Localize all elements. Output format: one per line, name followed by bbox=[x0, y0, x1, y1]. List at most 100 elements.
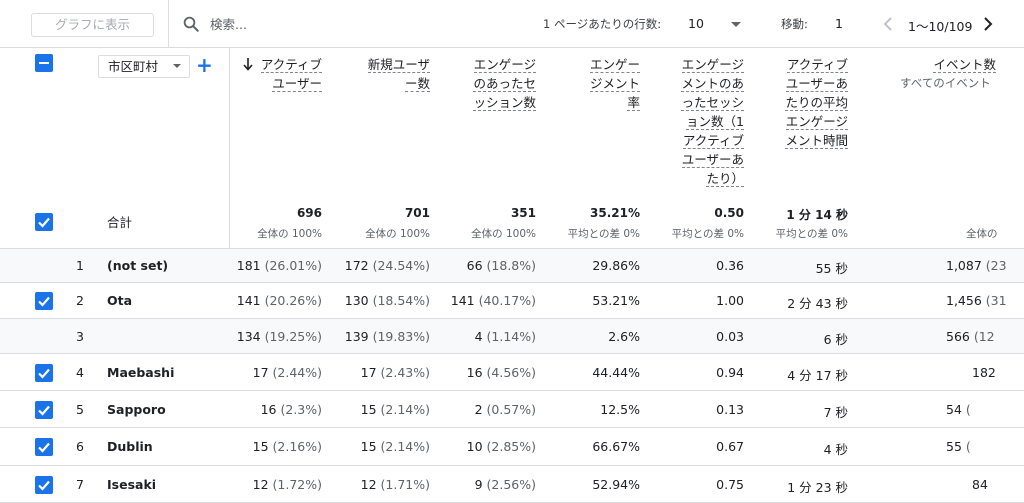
column-header-active-users[interactable]: アクティブ ユーザー bbox=[252, 55, 322, 93]
metric-cell: 12.5% bbox=[600, 402, 640, 417]
metric-share: (2.14%) bbox=[376, 402, 430, 417]
table-toolbar: グラフに表示 1 ページあたりの行数: 10 移動: 1 1〜10/109 bbox=[0, 0, 1024, 48]
metric-share: (2.56%) bbox=[482, 477, 536, 492]
row-dimension-value[interactable]: Ota bbox=[107, 293, 133, 308]
row-checkbox[interactable] bbox=[35, 438, 53, 456]
goto-input[interactable]: 1 bbox=[835, 16, 843, 31]
chevron-left-icon[interactable] bbox=[882, 15, 894, 33]
metric-cell: 12 (1.71%) bbox=[361, 477, 430, 492]
goto-label: 移動: bbox=[781, 17, 808, 31]
row-checkbox[interactable] bbox=[35, 476, 53, 494]
row-index: 1 bbox=[76, 258, 84, 273]
caret-down-icon[interactable] bbox=[731, 22, 741, 27]
table-row[interactable]: 1 (not set) 181 (26.01%) 172 (24.54%) 66 (18… bbox=[0, 248, 1024, 282]
metric-value: 12 bbox=[252, 477, 269, 492]
metric-cell: 0.67 bbox=[716, 439, 744, 454]
row-checkbox[interactable] bbox=[35, 401, 53, 419]
metric-cell: 10 (2.85%) bbox=[467, 439, 536, 454]
table-row[interactable]: 4 Maebashi 17 (2.44%) 17 (2.43%) 16 (4.56%) 4… bbox=[0, 353, 1024, 390]
metric-cell: 130 (18.54%) bbox=[345, 293, 430, 308]
column-header-line: ユーザーあ bbox=[785, 76, 848, 92]
total-share: 全体の 100% bbox=[471, 228, 536, 240]
metric-cell: 181 (26.01%) bbox=[237, 258, 322, 273]
row-dimension-value[interactable]: Isesaki bbox=[107, 477, 157, 492]
metric-cell: 66.67% bbox=[592, 439, 640, 454]
metric-cell: 15 (2.16%) bbox=[253, 439, 322, 454]
row-dimension-value[interactable]: Dublin bbox=[107, 439, 153, 454]
metric-cell: 16 (2.3%) bbox=[261, 402, 322, 417]
column-header-avg-engagement-time[interactable]: アクティブ ユーザーあ たりの平均 エンゲージ メント時間 bbox=[776, 55, 848, 150]
metric-cell: 53.21% bbox=[592, 293, 640, 308]
row-checkbox[interactable] bbox=[35, 364, 53, 382]
total-share: 全体の bbox=[966, 228, 998, 240]
total-value: 0.50 bbox=[714, 206, 744, 220]
event-filter-label[interactable]: すべてのイベント bbox=[900, 76, 991, 90]
table-row[interactable]: 3 134 (19.25%) 139 (19.83%) 4 (1.14%) 2.6% 0.… bbox=[0, 318, 1024, 353]
column-header-line: ったセッシ bbox=[681, 95, 744, 111]
metric-value: 10 bbox=[466, 439, 483, 454]
column-header-line: 新規ユーザ bbox=[367, 57, 430, 73]
metric-value: 12 bbox=[360, 477, 377, 492]
column-header-line: アクティブ bbox=[260, 57, 322, 73]
column-header-line: エンゲージ bbox=[681, 57, 744, 73]
chevron-right-icon[interactable] bbox=[982, 15, 994, 33]
total-value: 35.21% bbox=[590, 206, 640, 220]
metric-value: 1,087 bbox=[946, 258, 982, 273]
metric-cell: 4 (1.14%) bbox=[475, 329, 536, 344]
metric-cell: 66 (18.8%) bbox=[467, 258, 536, 273]
table-row[interactable]: 7 Isesaki 12 (1.72%) 12 (1.71%) 9 (2.56%) 52.… bbox=[0, 465, 1024, 503]
row-checkbox[interactable] bbox=[35, 292, 53, 310]
rows-per-page-select[interactable]: 10 bbox=[688, 16, 704, 31]
metric-value: 2.6% bbox=[608, 329, 640, 344]
row-index: 6 bbox=[76, 439, 84, 454]
column-header-event-count[interactable]: イベント数 すべてのイベント bbox=[880, 55, 996, 93]
check-icon bbox=[38, 405, 50, 416]
select-all-checkbox[interactable] bbox=[35, 54, 53, 72]
search-icon[interactable] bbox=[182, 15, 200, 33]
table-row[interactable]: 5 Sapporo 16 (2.3%) 15 (2.14%) 2 (0.57%) 12.5… bbox=[0, 390, 1024, 427]
check-icon bbox=[38, 296, 50, 307]
column-header-line: たり） bbox=[706, 171, 744, 187]
metric-cell: 2.6% bbox=[608, 329, 640, 344]
search-input[interactable] bbox=[210, 14, 390, 34]
metric-cell: 0.36 bbox=[716, 258, 744, 273]
table-row[interactable]: 2 Ota 141 (20.26%) 130 (18.54%) 141 (40.17%)… bbox=[0, 282, 1024, 318]
metric-value: 181 bbox=[236, 258, 261, 273]
totals-checkbox[interactable] bbox=[35, 213, 53, 231]
column-header-engagement-rate[interactable]: エンゲー ジメント 率 bbox=[578, 55, 640, 112]
metric-value: 16 bbox=[466, 365, 483, 380]
metric-value: 0.75 bbox=[716, 477, 744, 492]
column-header-engaged-sessions[interactable]: エンゲージ のあったセ ッション数 bbox=[462, 55, 536, 112]
metric-cell: 9 (2.56%) bbox=[475, 477, 536, 492]
metric-share: (1.72%) bbox=[268, 477, 322, 492]
caret-down-icon bbox=[173, 64, 181, 68]
total-share: 平均との差 0% bbox=[567, 228, 640, 240]
column-header-engaged-sessions-per-user[interactable]: エンゲージ メントのあ ったセッシ ョン数（1 アクティブ ユーザーあ たり） bbox=[672, 55, 744, 188]
metric-value: 17 bbox=[252, 365, 269, 380]
table-row[interactable]: 6 Dublin 15 (2.16%) 15 (2.14%) 10 (2.85%) 66.… bbox=[0, 427, 1024, 465]
column-header-new-users[interactable]: 新規ユーザ ー数 bbox=[358, 55, 430, 93]
sort-arrow-down-icon[interactable] bbox=[243, 57, 253, 71]
metric-cell: 0.75 bbox=[716, 477, 744, 492]
metric-value: 15 bbox=[360, 402, 377, 417]
row-dimension-value[interactable]: (not set) bbox=[107, 258, 169, 273]
metric-cell: 29.86% bbox=[592, 258, 640, 273]
column-header-line: ジメント bbox=[589, 76, 640, 92]
page-range: 1〜10/109 bbox=[908, 19, 973, 34]
totals-label: 合計 bbox=[107, 215, 133, 230]
metric-value: 1 分 23 秒 bbox=[787, 480, 848, 495]
row-dimension-value[interactable]: Sapporo bbox=[107, 402, 166, 417]
metric-cell: 15 (2.14%) bbox=[361, 439, 430, 454]
metric-cell: 7 秒 bbox=[824, 402, 848, 421]
row-dimension-value[interactable]: Maebashi bbox=[107, 365, 175, 380]
dimension-select[interactable]: 市区町村 bbox=[98, 55, 190, 78]
metric-share: (40.17%) bbox=[474, 293, 536, 308]
add-dimension-button[interactable]: + bbox=[196, 53, 213, 77]
plot-rows-button[interactable]: グラフに表示 bbox=[31, 13, 154, 37]
metric-share: (2.44%) bbox=[268, 365, 322, 380]
column-header-line: エンゲージ bbox=[473, 57, 536, 73]
metric-value: 141 bbox=[236, 293, 261, 308]
column-header-line: イベント数 bbox=[933, 57, 996, 73]
column-header-line: のあったセ bbox=[473, 76, 536, 92]
column-header-line: メント時間 bbox=[785, 133, 848, 149]
